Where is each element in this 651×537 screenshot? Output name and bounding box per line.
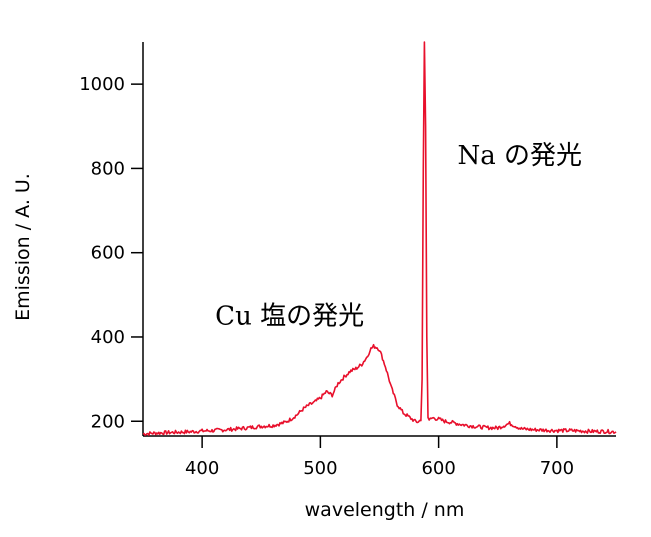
x-tick-label: 500	[303, 458, 337, 479]
x-tick-label: 600	[421, 458, 455, 479]
x-axis-label: wavelength / nm	[305, 499, 465, 521]
y-tick-label: 1000	[79, 74, 125, 95]
y-tick-label: 600	[91, 243, 125, 264]
y-tick-label: 800	[91, 158, 125, 179]
x-tick-label: 700	[540, 458, 574, 479]
emission-series-line	[142, 41, 617, 436]
y-tick-label: 400	[91, 327, 125, 348]
y-tick-label: 200	[91, 411, 125, 432]
x-tick-label: 400	[185, 458, 219, 479]
y-axis-ticks: 200 400 600 800 1000	[79, 74, 143, 432]
annotation-na-emission: Na の発光	[458, 141, 583, 171]
x-axis-ticks: 400 500 600 700	[185, 436, 574, 479]
y-axis-label: Emission / A. U.	[12, 173, 34, 321]
annotation-cu-emission: Cu 塩の発光	[215, 301, 364, 331]
